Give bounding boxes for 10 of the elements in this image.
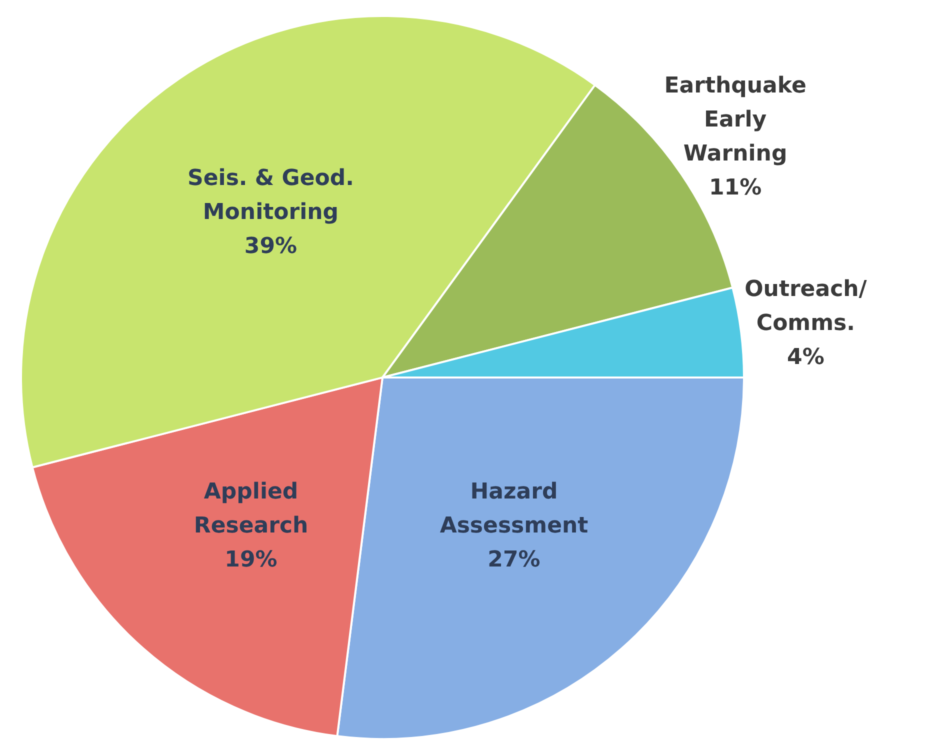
data-label: 27% [488, 547, 540, 572]
data-label: 4% [787, 344, 824, 370]
slice-label: Earthquake Early Warning [664, 73, 806, 166]
slice-label: Seis. & Geod. Monitoring [188, 166, 354, 225]
slice-label: Applied Research [194, 479, 308, 538]
data-label: 19% [224, 547, 278, 572]
slice-label: Hazard Assessment [440, 479, 589, 538]
slice-label: Outreach/ Comms. [744, 276, 868, 336]
data-label: 11% [708, 175, 762, 200]
data-label: 39% [244, 234, 298, 259]
